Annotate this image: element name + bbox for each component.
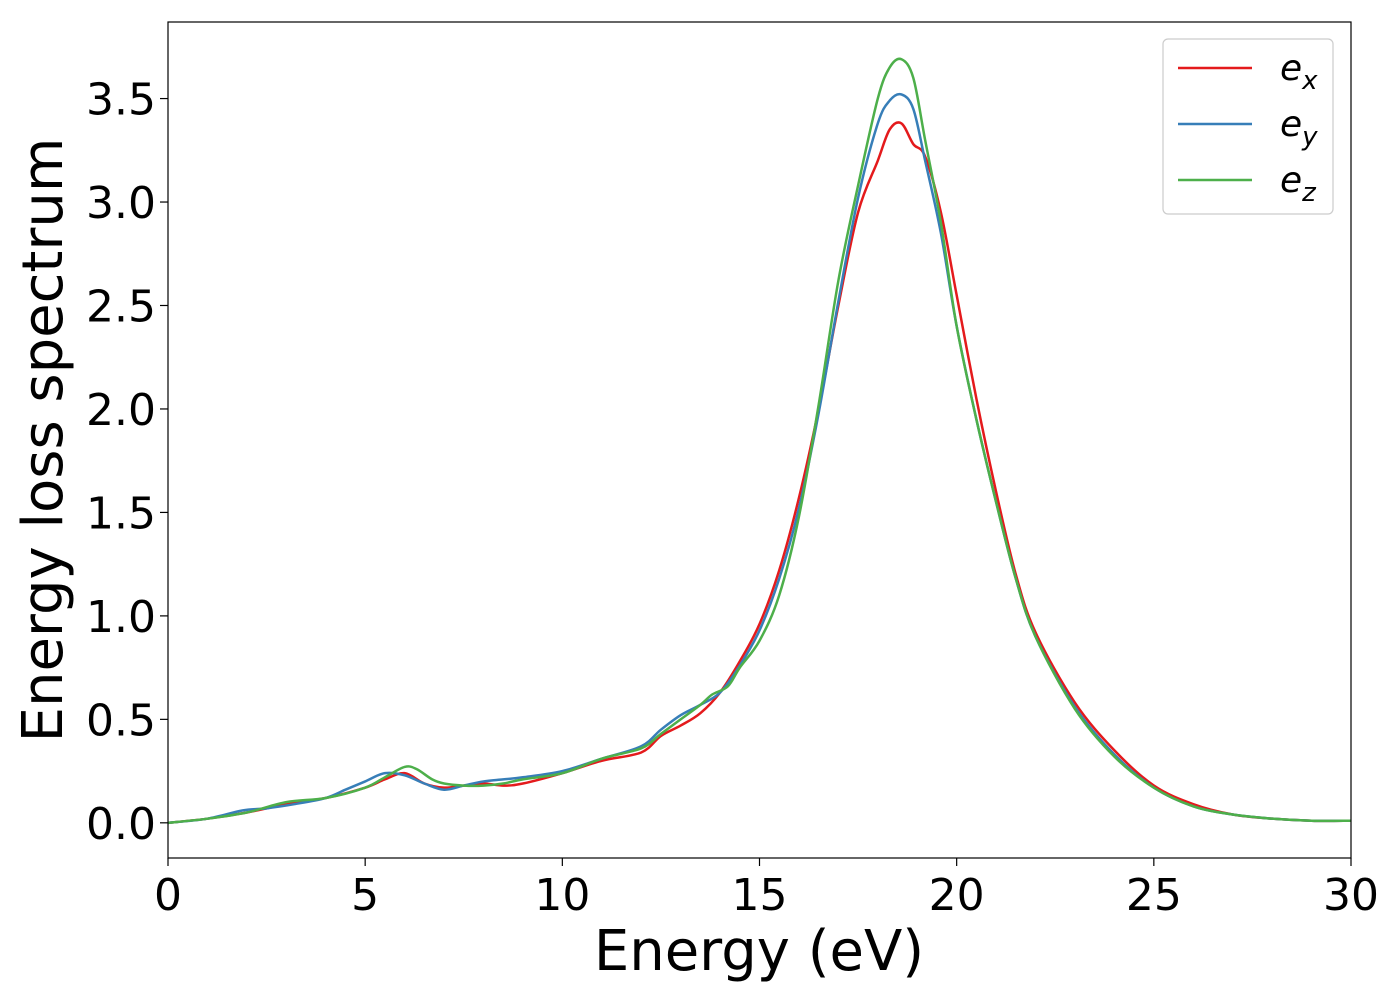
y-tick-label: 3.5 xyxy=(86,75,156,126)
y-tick-label: 0.0 xyxy=(86,799,156,850)
y-tick-label: 2.0 xyxy=(86,385,156,436)
legend-label-x: ex xyxy=(1280,48,1318,96)
legend-label-z: ez xyxy=(1280,160,1317,208)
y-axis-title: Energy loss spectrum xyxy=(11,138,76,743)
x-tick-label: 25 xyxy=(1126,870,1182,921)
y-tick-label: 1.0 xyxy=(86,592,156,643)
legend-box xyxy=(1162,38,1334,215)
x-ticks: 0 5 10 15 20 25 30 xyxy=(154,858,1379,921)
y-tick-label: 1.5 xyxy=(86,488,156,539)
x-tick-label: 15 xyxy=(732,870,788,921)
legend-label-y: ey xyxy=(1280,104,1318,152)
x-axis-title: Energy (eV) xyxy=(594,919,924,984)
series-layer xyxy=(167,57,1352,825)
legend: ex ey ez xyxy=(1162,38,1334,215)
series-line-z xyxy=(167,57,1352,825)
y-tick-label: 0.5 xyxy=(86,695,156,746)
y-tick-label: 2.5 xyxy=(86,281,156,332)
x-tick-label: 20 xyxy=(929,870,985,921)
series-line-x xyxy=(167,121,1352,825)
y-tick-label: 3.0 xyxy=(86,178,156,229)
x-tick-label: 30 xyxy=(1323,870,1379,921)
y-ticks: 0.0 0.5 1.0 1.5 2.0 2.5 3.0 3.5 xyxy=(86,75,168,850)
legend-entries: ex ey ez xyxy=(1178,48,1318,208)
x-tick-label: 5 xyxy=(351,870,379,921)
x-tick-label: 10 xyxy=(534,870,590,921)
x-tick-label: 0 xyxy=(154,870,182,921)
